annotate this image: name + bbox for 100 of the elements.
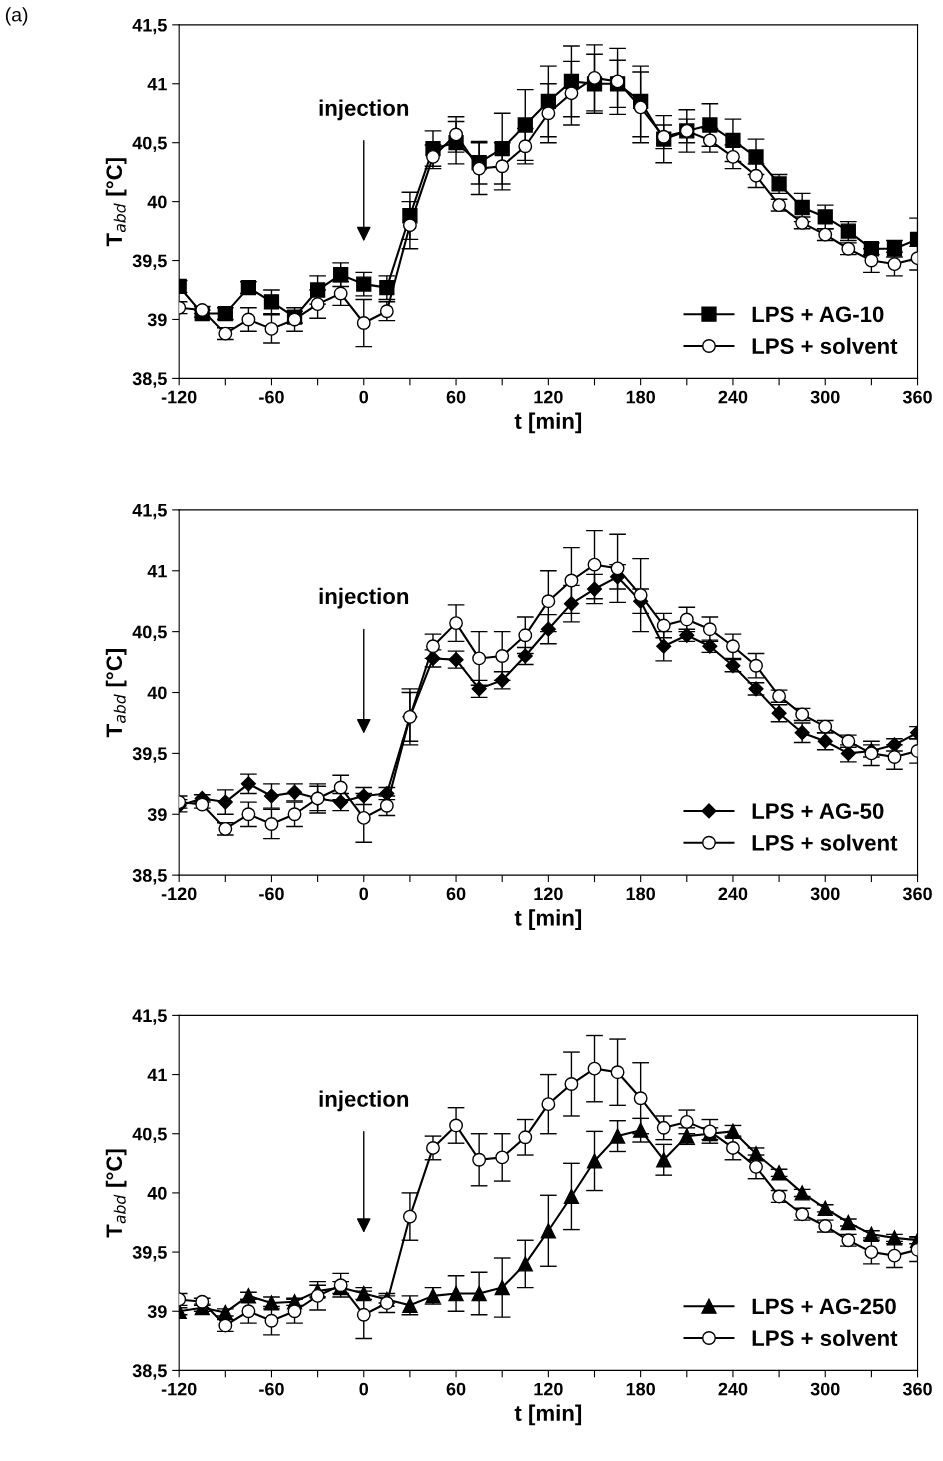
y-tick-label: 41 (147, 1068, 167, 1082)
point (449, 1118, 464, 1133)
legend-label: LPS + AG-50 (752, 803, 884, 819)
point (541, 594, 556, 609)
point (887, 750, 902, 764)
x-axis-title: t [min] (514, 412, 582, 434)
point (610, 1065, 625, 1080)
x-tick-label: 0 (359, 390, 369, 404)
point (495, 159, 510, 174)
point (495, 1150, 510, 1165)
point (217, 1304, 233, 1321)
point (356, 1307, 371, 1322)
point (587, 1061, 602, 1076)
point (726, 639, 740, 654)
point (748, 149, 764, 165)
point (564, 86, 579, 101)
point (726, 149, 740, 164)
point (495, 649, 510, 663)
y-tick-label: 40 (147, 195, 167, 209)
point (379, 1296, 394, 1310)
point (309, 282, 326, 298)
x-tick-label: -120 (161, 390, 197, 404)
annotation: injection (319, 1090, 409, 1112)
point (449, 616, 464, 631)
point (817, 209, 833, 225)
point (379, 798, 394, 813)
point (472, 1152, 487, 1167)
legend-label: LPS + solvent (752, 1329, 898, 1347)
point (494, 1279, 510, 1296)
point (264, 1313, 279, 1328)
point (633, 588, 648, 603)
point (656, 618, 671, 633)
point (587, 557, 602, 572)
point (563, 596, 579, 612)
point (402, 218, 417, 233)
x-tick-label: 300 (810, 1382, 840, 1396)
point (264, 321, 279, 336)
point (263, 294, 280, 310)
x-tick-label: -60 (259, 1382, 284, 1396)
point (518, 628, 533, 643)
y-tick-label: 41 (147, 564, 167, 578)
point (679, 1114, 694, 1129)
x-tick-label: 0 (359, 1382, 369, 1396)
point (633, 100, 648, 115)
x-tick-label: 120 (534, 887, 563, 901)
y-tick-label: 40 (147, 686, 167, 700)
point (518, 139, 533, 154)
x-tick-label: 300 (810, 390, 840, 404)
point (864, 253, 879, 268)
point (517, 1256, 533, 1272)
x-tick-label: 360 (902, 390, 932, 404)
x-tick-label: 180 (626, 887, 655, 901)
text: (a) (5, 7, 28, 26)
point (356, 316, 371, 330)
point (518, 1130, 533, 1145)
point (887, 1248, 902, 1263)
point (725, 132, 741, 148)
y-tick-label: 39 (147, 313, 167, 327)
point (472, 651, 487, 666)
point (241, 1304, 256, 1319)
point (541, 1097, 556, 1112)
point (863, 1226, 880, 1242)
x-tick-label: 60 (446, 887, 466, 901)
point (310, 297, 325, 312)
legend-label: LPS + AG-10 (752, 306, 884, 323)
point (426, 639, 440, 654)
point (264, 817, 279, 831)
point (817, 1200, 833, 1216)
point (726, 1140, 740, 1155)
y-tick-label: 40 (147, 1186, 167, 1200)
point (609, 1128, 626, 1144)
point (494, 140, 510, 157)
point (241, 312, 256, 327)
point (287, 807, 302, 822)
point (586, 581, 603, 597)
y-axis-title: T$_{abd}$ [°C] (105, 158, 127, 247)
point (564, 573, 579, 588)
y-tick-label: 41 (147, 77, 167, 91)
x-tick-label: 360 (902, 1382, 932, 1396)
legend-label: LPS + AG-250 (752, 1298, 896, 1315)
point (472, 161, 487, 176)
y-tick-label: 38,5 (132, 869, 167, 885)
point (840, 1214, 856, 1231)
x-tick-label: 180 (626, 390, 655, 404)
point (656, 1120, 671, 1135)
point (702, 622, 717, 637)
point (449, 127, 464, 142)
y-tick-label: 39 (147, 1305, 167, 1318)
point (656, 638, 672, 654)
point (263, 788, 280, 804)
y-tick-label: 39 (147, 808, 167, 822)
y-axis-title: T$_{abd}$ [°C] (105, 649, 127, 738)
legend-label: LPS + solvent (752, 337, 898, 355)
x-tick-label: 360 (902, 887, 932, 901)
point (356, 810, 371, 825)
point (610, 561, 625, 576)
point (633, 1122, 649, 1138)
point (586, 1153, 603, 1169)
annotation: injection (319, 99, 409, 121)
y-tick-label: 38,5 (132, 1364, 167, 1380)
